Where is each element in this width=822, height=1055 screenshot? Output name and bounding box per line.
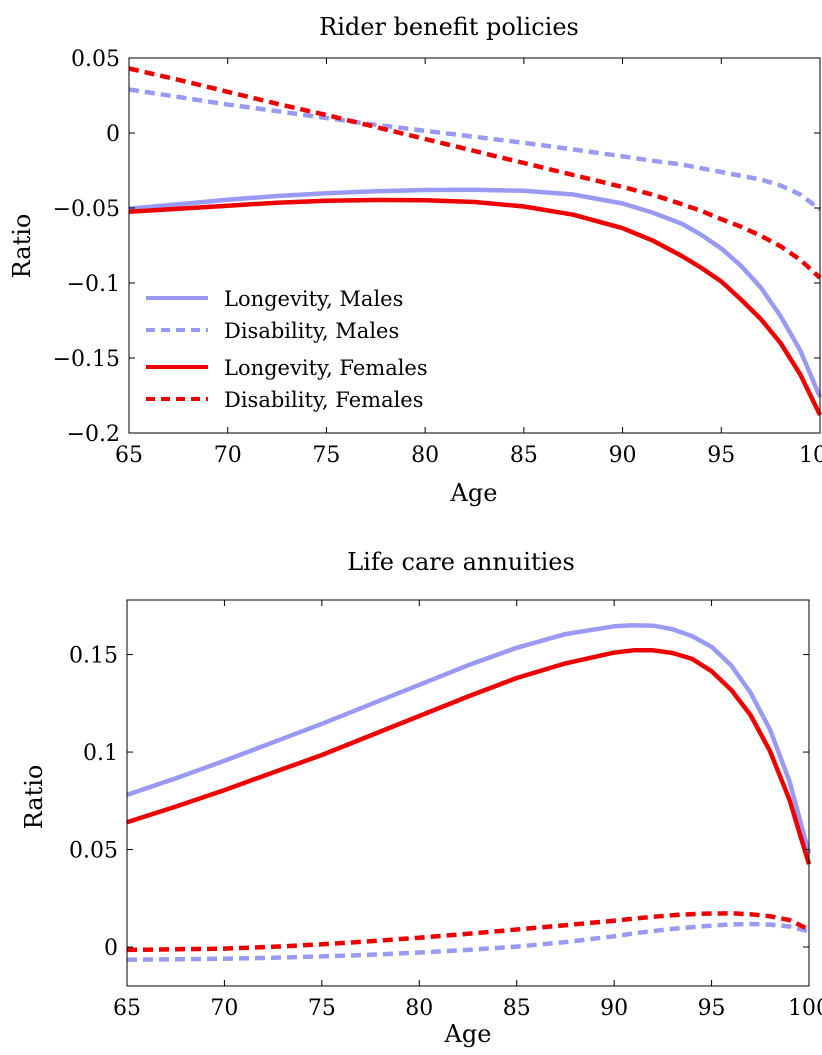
legend-label: Disability, Males bbox=[224, 319, 399, 343]
plot-frame bbox=[126, 599, 810, 987]
legend-label: Longevity, Females bbox=[224, 356, 428, 380]
chart-title: Rider benefit policies bbox=[319, 13, 579, 41]
series-line bbox=[128, 87, 822, 212]
x-axis-label: Age bbox=[450, 479, 498, 507]
chart-rider-benefit-policies: Rider benefit policies 65 70 75 80 85 90 95 100… bbox=[8, 13, 822, 507]
series-layer bbox=[126, 623, 812, 962]
x-tick-label: 100 bbox=[799, 443, 822, 468]
x-tick-label: 80 bbox=[411, 443, 439, 468]
ticks-layer: 65 70 75 80 85 90 95 100 −0.2 −0.15 −0.1 −0.05 0 0.05 bbox=[53, 47, 822, 468]
x-tick-label: 70 bbox=[210, 996, 238, 1021]
y-tick-label: 0 bbox=[104, 936, 118, 961]
ticks-layer: 65 70 75 80 85 90 95 100 0 0.05 0.1 0.15 bbox=[69, 600, 822, 1021]
y-axis-label: Ratio bbox=[8, 214, 36, 279]
series-line bbox=[128, 197, 822, 416]
series-line bbox=[126, 623, 812, 854]
x-tick-label: 65 bbox=[113, 996, 141, 1021]
x-tick-label: 100 bbox=[788, 996, 822, 1021]
chart-title: Life care annuities bbox=[347, 548, 575, 576]
y-tick-label: 0.1 bbox=[83, 741, 118, 766]
y-tick-label: −0.2 bbox=[67, 422, 120, 447]
x-tick-label: 75 bbox=[312, 443, 340, 468]
y-tick-label: 0.15 bbox=[69, 644, 118, 669]
x-tick-label: 95 bbox=[698, 996, 726, 1021]
y-tick-label: 0.05 bbox=[71, 47, 120, 72]
legend-label: Disability, Females bbox=[224, 388, 424, 412]
y-tick-label: −0.15 bbox=[53, 347, 120, 372]
x-tick-label: 90 bbox=[600, 996, 628, 1021]
series-line bbox=[128, 66, 822, 280]
legend-entry: Longevity, Males bbox=[146, 287, 403, 311]
legend-entry: Longevity, Females bbox=[146, 356, 428, 380]
legend-entry: Disability, Males bbox=[146, 319, 399, 343]
series-line bbox=[126, 921, 810, 962]
x-axis-label: Age bbox=[444, 1020, 492, 1048]
series-line bbox=[126, 911, 810, 953]
series-line bbox=[128, 187, 822, 398]
chart-life-care-annuities: Life care annuities 65 70 75 80 85 90 95 100 0 0.… bbox=[20, 548, 822, 1048]
legend: Longevity, Males Disability, Males Longe… bbox=[142, 277, 452, 417]
legend-label: Longevity, Males bbox=[224, 287, 403, 311]
x-tick-label: 85 bbox=[503, 996, 531, 1021]
legend-box bbox=[142, 277, 452, 417]
y-tick-label: 0 bbox=[106, 122, 120, 147]
plot-frame bbox=[128, 57, 821, 434]
y-tick-label: 0.05 bbox=[69, 839, 118, 864]
y-tick-label: −0.05 bbox=[53, 197, 120, 222]
legend-entry: Disability, Females bbox=[146, 388, 424, 412]
series-layer bbox=[128, 66, 822, 416]
x-tick-label: 90 bbox=[609, 443, 637, 468]
x-tick-label: 70 bbox=[214, 443, 242, 468]
x-tick-label: 85 bbox=[510, 443, 538, 468]
x-tick-label: 95 bbox=[707, 443, 735, 468]
x-tick-label: 80 bbox=[405, 996, 433, 1021]
x-tick-label: 75 bbox=[308, 996, 336, 1021]
y-tick-label: −0.1 bbox=[67, 272, 120, 297]
series-line bbox=[126, 648, 812, 865]
x-tick-label: 65 bbox=[115, 443, 143, 468]
y-axis-label: Ratio bbox=[20, 765, 48, 830]
